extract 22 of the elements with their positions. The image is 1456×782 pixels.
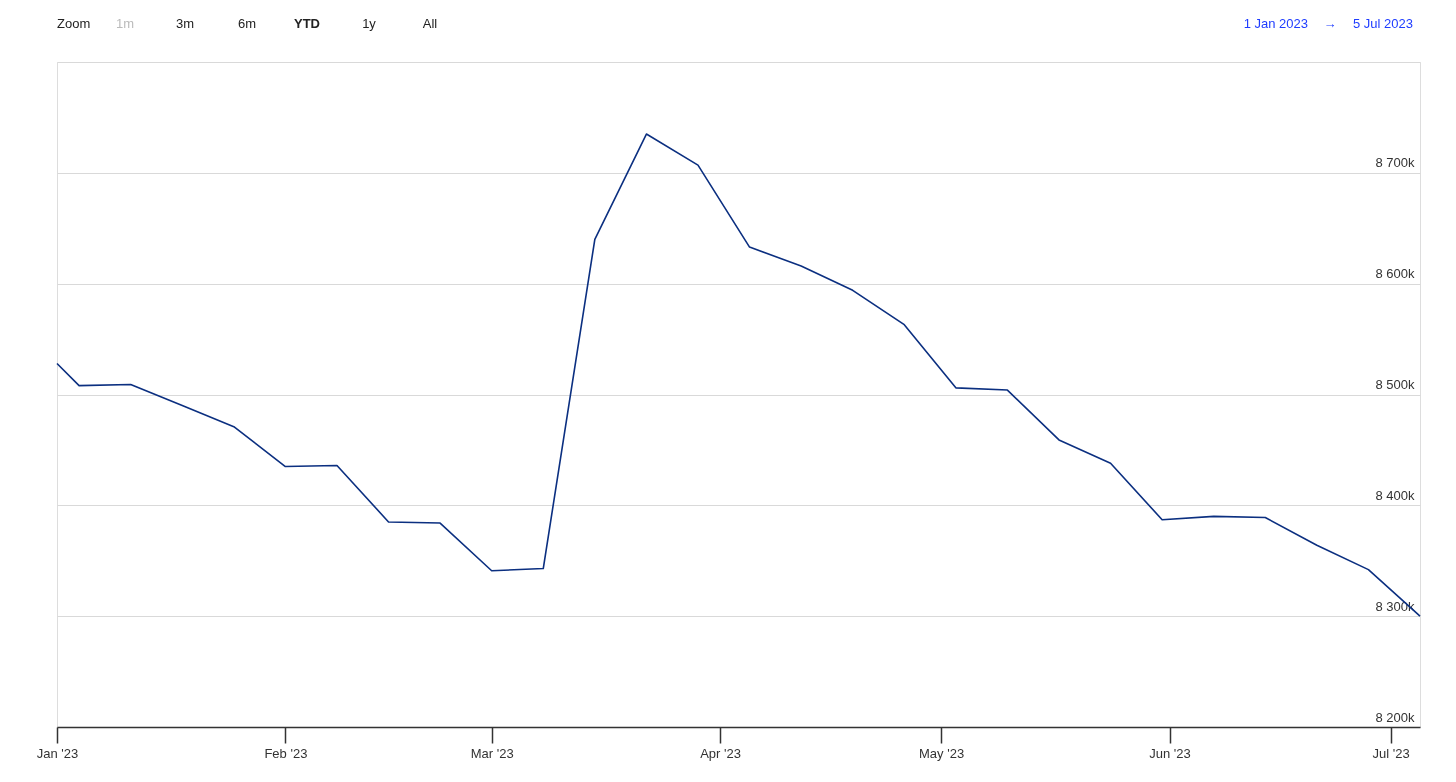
text: All [422, 16, 438, 31]
y-tick-label: 8 400k [1375, 487, 1415, 503]
x-tick-label: Jan '23 [36, 745, 79, 761]
x-tick-label: Apr '23 [700, 745, 741, 761]
text: 1 Jan 2023 [1243, 16, 1308, 31]
x-tick-label: Feb '23 [264, 745, 308, 761]
x-tick-label: Mar '23 [470, 745, 514, 761]
text: 6m [237, 16, 257, 31]
text: → [1323, 16, 1337, 31]
y-tick-label: 8 500k [1375, 377, 1415, 392]
y-tick-label: 8 700k [1375, 155, 1415, 171]
text: 5 Jul 2023 [1353, 16, 1413, 31]
x-tick-label: May '23 [919, 745, 965, 761]
y-tick-label: 8 600k [1375, 266, 1415, 282]
x-tick-label: Jun '23 [1149, 745, 1191, 761]
text: 3m [175, 16, 195, 31]
text: 1y [362, 16, 377, 31]
x-tick-label: Jul '23 [1372, 745, 1410, 761]
text: 1m [115, 16, 135, 31]
text: YTD [294, 16, 320, 31]
y-tick-label: 8 200k [1375, 709, 1415, 725]
text: Zoom [57, 16, 91, 31]
